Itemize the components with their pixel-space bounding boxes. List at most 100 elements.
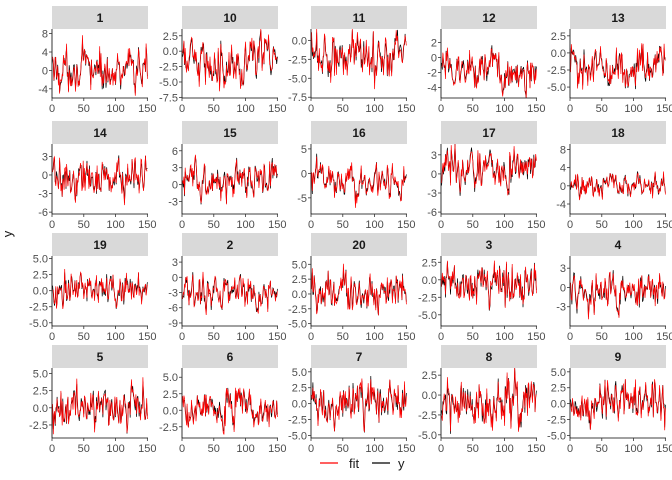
facet-strip-label: 7 bbox=[356, 350, 363, 364]
x-tick-label: 0 bbox=[438, 331, 444, 343]
y-tick-label: 0.0 bbox=[422, 275, 437, 287]
facet-strip-label: 14 bbox=[93, 126, 107, 140]
legend-label-fit: fit bbox=[349, 456, 360, 471]
x-tick-label: 100 bbox=[624, 443, 642, 455]
series-fit-line bbox=[570, 271, 666, 320]
y-tick-label: 0 bbox=[172, 272, 178, 284]
facet-strip bbox=[182, 121, 278, 144]
facet-strip-label: 19 bbox=[93, 238, 107, 252]
series-fit-line bbox=[182, 271, 278, 316]
facet-panel-6: 6 5.0 2.5 0.0 -2.50 50 100 150 bbox=[159, 345, 287, 455]
series-fit-line bbox=[182, 387, 278, 435]
facet-panel-19: 19 5.0 2.5 0.0 -2.5 -5.00 50 100 150 bbox=[29, 233, 157, 343]
y-tick-label: -5.0 bbox=[418, 430, 437, 442]
x-tick-label: 50 bbox=[337, 443, 349, 455]
x-tick-label: 50 bbox=[467, 103, 479, 115]
x-tick-label: 0 bbox=[179, 103, 185, 115]
x-tick-label: 50 bbox=[467, 443, 479, 455]
y-tick-label: -2.5 bbox=[159, 62, 178, 74]
x-tick-label: 0 bbox=[49, 103, 55, 115]
x-tick-label: 150 bbox=[138, 331, 156, 343]
x-tick-label: 100 bbox=[624, 331, 642, 343]
x-tick-label: 100 bbox=[495, 443, 513, 455]
y-tick-label: -3 bbox=[168, 197, 178, 209]
y-tick-label: -4 bbox=[427, 83, 437, 95]
x-tick-label: 0 bbox=[179, 219, 185, 231]
facet-panel-4: 4 3 0 -3 0 50 100 150 bbox=[556, 233, 672, 343]
y-tick-label: 2.5 bbox=[292, 274, 307, 286]
y-tick-label: 3 bbox=[172, 257, 178, 269]
y-tick-label: 2.5 bbox=[551, 383, 566, 395]
x-tick-label: 100 bbox=[106, 219, 124, 231]
y-tick-label: 8 bbox=[42, 29, 48, 41]
y-tick-label: 6 bbox=[172, 146, 178, 158]
facet-strip bbox=[441, 233, 537, 256]
facet-strip bbox=[182, 6, 278, 29]
facet-strip bbox=[311, 6, 407, 29]
y-tick-label: 0 bbox=[560, 282, 566, 294]
y-tick-label: 0.0 bbox=[551, 399, 566, 411]
x-tick-label: 50 bbox=[337, 331, 349, 343]
facet-strip-label: 10 bbox=[223, 11, 237, 25]
facet-strip-label: 4 bbox=[615, 238, 622, 252]
facet-strip bbox=[311, 121, 407, 144]
facet-panel-2: 230-3-6-90 50 100 150 bbox=[168, 233, 287, 343]
x-tick-label: 50 bbox=[467, 219, 479, 231]
x-tick-label: 150 bbox=[268, 443, 286, 455]
x-tick-label: 100 bbox=[624, 103, 642, 115]
facet-strip bbox=[441, 6, 537, 29]
y-tick-label: 0 bbox=[431, 53, 437, 65]
y-tick-label: 0.0 bbox=[163, 46, 178, 58]
y-tick-label: 4 bbox=[42, 47, 48, 59]
y-tick-label: -5 bbox=[297, 193, 307, 205]
y-tick-label: 2.5 bbox=[292, 383, 307, 395]
y-tick-label: 5.0 bbox=[292, 367, 307, 379]
y-tick-label: -4 bbox=[556, 199, 566, 211]
facet-panel-9: 9 5.0 2.5 0.0 -2.5 -5.00 50 100 150 bbox=[547, 345, 672, 455]
facet-strip-label: 6 bbox=[227, 350, 234, 364]
y-tick-label: 8 bbox=[560, 144, 566, 156]
y-tick-label: 0.0 bbox=[422, 390, 437, 402]
y-tick-label: -6 bbox=[427, 207, 437, 219]
x-tick-label: 0 bbox=[308, 443, 314, 455]
x-tick-label: 50 bbox=[78, 219, 90, 231]
y-tick-label: -2.5 bbox=[29, 420, 48, 432]
x-tick-label: 100 bbox=[236, 103, 254, 115]
x-tick-label: 150 bbox=[397, 443, 415, 455]
y-tick-label: 5.0 bbox=[551, 367, 566, 379]
y-tick-label: -5.0 bbox=[159, 77, 178, 89]
series-fit-line bbox=[441, 368, 537, 432]
facet-strip bbox=[52, 6, 148, 29]
series-y-line bbox=[52, 155, 148, 203]
facet-strip-label: 5 bbox=[97, 350, 104, 364]
facet-panel-8: 8 2.5 0.0 -2.5 -5.00 50 100 150 bbox=[418, 345, 546, 455]
series-fit-line bbox=[52, 377, 148, 435]
y-tick-label: 0.0 bbox=[292, 35, 307, 47]
x-tick-label: 150 bbox=[656, 219, 672, 231]
series-fit-line bbox=[182, 154, 278, 205]
y-tick-label: 0 bbox=[172, 180, 178, 192]
x-tick-label: 0 bbox=[567, 103, 573, 115]
y-tick-label: 2.5 bbox=[163, 31, 178, 43]
facet-strip-label: 18 bbox=[611, 126, 625, 140]
x-tick-label: 50 bbox=[596, 443, 608, 455]
facet-panel-20: 20 5.0 2.5 0.0 -2.5 -5.00 50 100 150 bbox=[288, 233, 416, 343]
x-tick-label: 150 bbox=[138, 443, 156, 455]
y-tick-label: -5.0 bbox=[547, 430, 566, 442]
y-tick-label: 5.0 bbox=[33, 368, 48, 380]
y-axis-title: y bbox=[0, 230, 15, 237]
y-tick-label: 0 bbox=[42, 170, 48, 182]
y-tick-label: 5.0 bbox=[33, 254, 48, 266]
x-tick-label: 150 bbox=[527, 219, 545, 231]
x-tick-label: 0 bbox=[438, 443, 444, 455]
x-tick-label: 100 bbox=[365, 443, 383, 455]
x-tick-label: 0 bbox=[49, 219, 55, 231]
facet-panel-11: 11 0.0 -2.5 -5.0 -7.50 50 100 150 bbox=[288, 6, 416, 115]
y-tick-label: -2.5 bbox=[159, 422, 178, 434]
y-tick-label: -5.0 bbox=[288, 319, 307, 331]
y-tick-label: 0.0 bbox=[33, 403, 48, 415]
x-tick-label: 0 bbox=[567, 219, 573, 231]
